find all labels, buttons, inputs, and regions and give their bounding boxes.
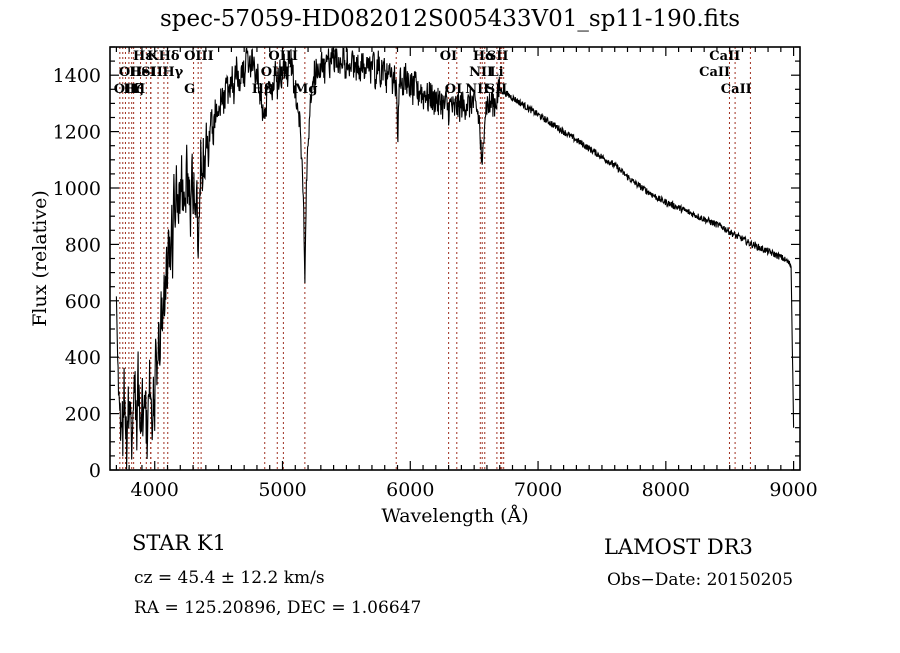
spectral-line-label: OII <box>114 82 138 97</box>
axis-tick-labels: 4000 5000 6000 7000 8000 9000 0 200 400 600 800 100… <box>53 65 818 501</box>
spectral-line-label: K <box>147 49 159 64</box>
spectral-line-label: NII <box>469 65 493 80</box>
spectral-line-label: CaII <box>709 49 740 64</box>
x-tick-label: 6000 <box>386 479 434 501</box>
survey-label: LAMOST DR3 <box>604 535 753 559</box>
spectral-line-label: Mg <box>294 82 317 97</box>
x-tick-label: 9000 <box>769 479 817 501</box>
spectral-line-markers <box>119 47 751 470</box>
spectral-line-label: Hζ <box>123 82 143 97</box>
plot-axes <box>109 46 801 471</box>
y-tick-label: 400 <box>65 347 101 369</box>
obs-date-label: Obs−Date: 20150205 <box>607 570 794 590</box>
spectral-line-label: CaII <box>721 82 752 97</box>
spectral-line-label: OIII <box>268 49 298 64</box>
spectral-line-label: CaII <box>699 65 730 80</box>
y-axis-title: Flux (relative) <box>29 190 51 327</box>
coordinates-label: RA = 125.20896, DEC = 1.06647 <box>134 598 422 618</box>
redshift-velocity-label: cz = 45.4 ± 12.2 km/s <box>134 568 325 588</box>
spectral-line-label: G <box>184 82 195 97</box>
spectral-line-label: H <box>133 82 145 97</box>
spectral-line-label: NII <box>465 82 489 97</box>
spectral-line-label: OIII <box>184 49 214 64</box>
figure-title: spec-57059-HD082012S005433V01_sp11-190.f… <box>159 6 741 32</box>
spectral-line-label: OIII <box>261 65 291 80</box>
spectral-line-label: Hβ <box>252 82 273 97</box>
spectral-line-label: OII <box>119 65 142 80</box>
axis-titles: Wavelength (Å) Flux (relative) <box>29 190 529 527</box>
x-tick-label: 7000 <box>514 479 562 501</box>
y-tick-label: 600 <box>65 291 101 313</box>
spectral-line-label: OI <box>440 49 457 64</box>
spectral-line-label: SII <box>487 49 509 64</box>
y-tick-label: 1200 <box>53 122 101 144</box>
spectral-line-label: Hε <box>133 49 153 64</box>
x-axis-title: Wavelength (Å) <box>381 505 528 527</box>
spectral-line-label: OI <box>445 82 462 97</box>
spectral-line-label: HeI <box>129 65 156 80</box>
y-tick-label: 1400 <box>53 65 101 87</box>
y-tick-label: 0 <box>89 460 101 482</box>
spectral-line-label: SII <box>486 82 508 97</box>
spectral-line-label: SII <box>141 65 163 80</box>
x-tick-label: 5000 <box>258 479 306 501</box>
spectral-line-label: Hδ <box>159 49 180 64</box>
y-tick-label: 200 <box>65 404 101 426</box>
object-class-label: STAR K1 <box>132 531 226 555</box>
y-tick-label: 800 <box>65 234 101 256</box>
x-tick-label: 4000 <box>131 479 179 501</box>
y-tick-label: 1000 <box>53 178 101 200</box>
spectrum-trace <box>115 47 795 470</box>
spectral-line-label: Hα <box>473 49 495 64</box>
spectral-line-label: Li <box>490 65 504 80</box>
spectral-line-label: Hγ <box>162 65 183 80</box>
x-tick-label: 8000 <box>642 479 690 501</box>
